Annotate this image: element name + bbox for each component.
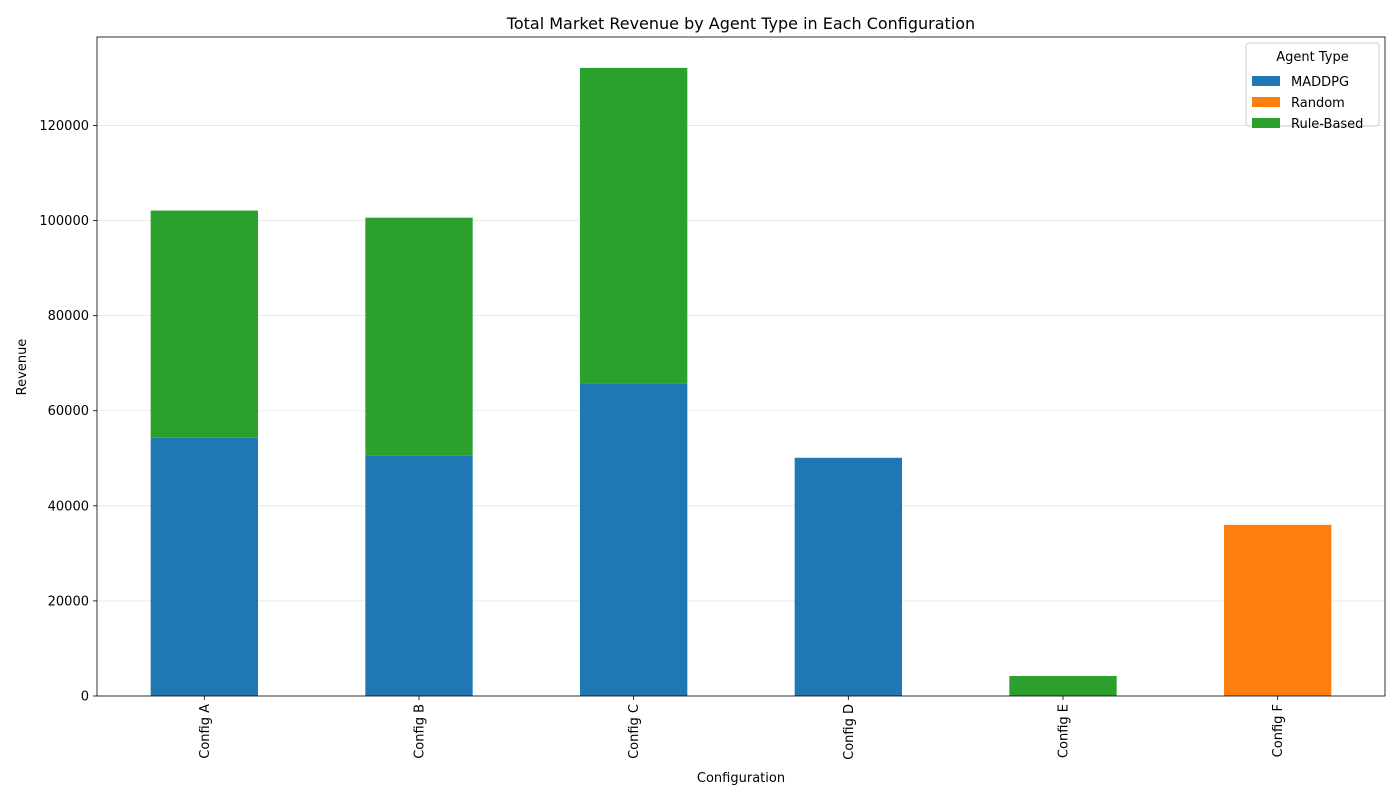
grid-lines [97,125,1385,697]
bar-rule-based-config-e [1009,676,1117,696]
legend: Agent Type MADDPG Random Rule-Based [1245,42,1380,132]
bar-maddpg-config-c [580,383,688,696]
x-axis-ticks: Config A Config B Config C Config D Config E… [198,696,1286,760]
bar-rule-based-config-a [150,210,258,438]
legend-swatch [1252,76,1280,86]
x-axis-label: Configuration [697,771,785,786]
y-tick-label: 0 [81,690,89,705]
y-tick-label: 40000 [48,499,89,514]
bar-random-config-f [1224,524,1332,696]
bar-rule-based-config-c [580,67,688,384]
legend-swatch [1252,118,1280,128]
y-tick-label: 20000 [48,594,89,609]
chart-title: Total Market Revenue by Agent Type in Ea… [506,14,975,33]
bar-maddpg-config-d [794,457,902,696]
x-tick-label: Config D [842,704,857,760]
plot-frame [96,36,1386,697]
legend-entry-label: MADDPG [1291,75,1349,90]
y-axis-ticks: 0 20000 40000 60000 80000 100000 120000 [39,119,97,705]
legend-entry-label: Rule-Based [1291,117,1363,132]
legend-title: Agent Type [1276,50,1348,65]
y-tick-label: 100000 [39,214,89,229]
y-tick-label: 120000 [39,119,89,134]
x-tick-label: Config E [1057,704,1072,758]
bar-maddpg-config-b [365,455,473,696]
y-tick-label: 80000 [48,309,89,324]
bar-rule-based-config-b [365,217,473,456]
x-tick-label: Config C [627,704,642,759]
bars [150,67,1332,696]
legend-entry-label: Random [1291,96,1345,111]
x-tick-label: Config B [413,704,428,759]
y-tick-label: 60000 [48,404,89,419]
x-tick-label: Config F [1271,704,1286,757]
x-tick-label: Config A [198,704,213,759]
bar-maddpg-config-a [150,437,258,696]
axes [96,36,1386,697]
legend-swatch [1252,97,1280,107]
y-axis-label: Revenue [15,339,30,396]
